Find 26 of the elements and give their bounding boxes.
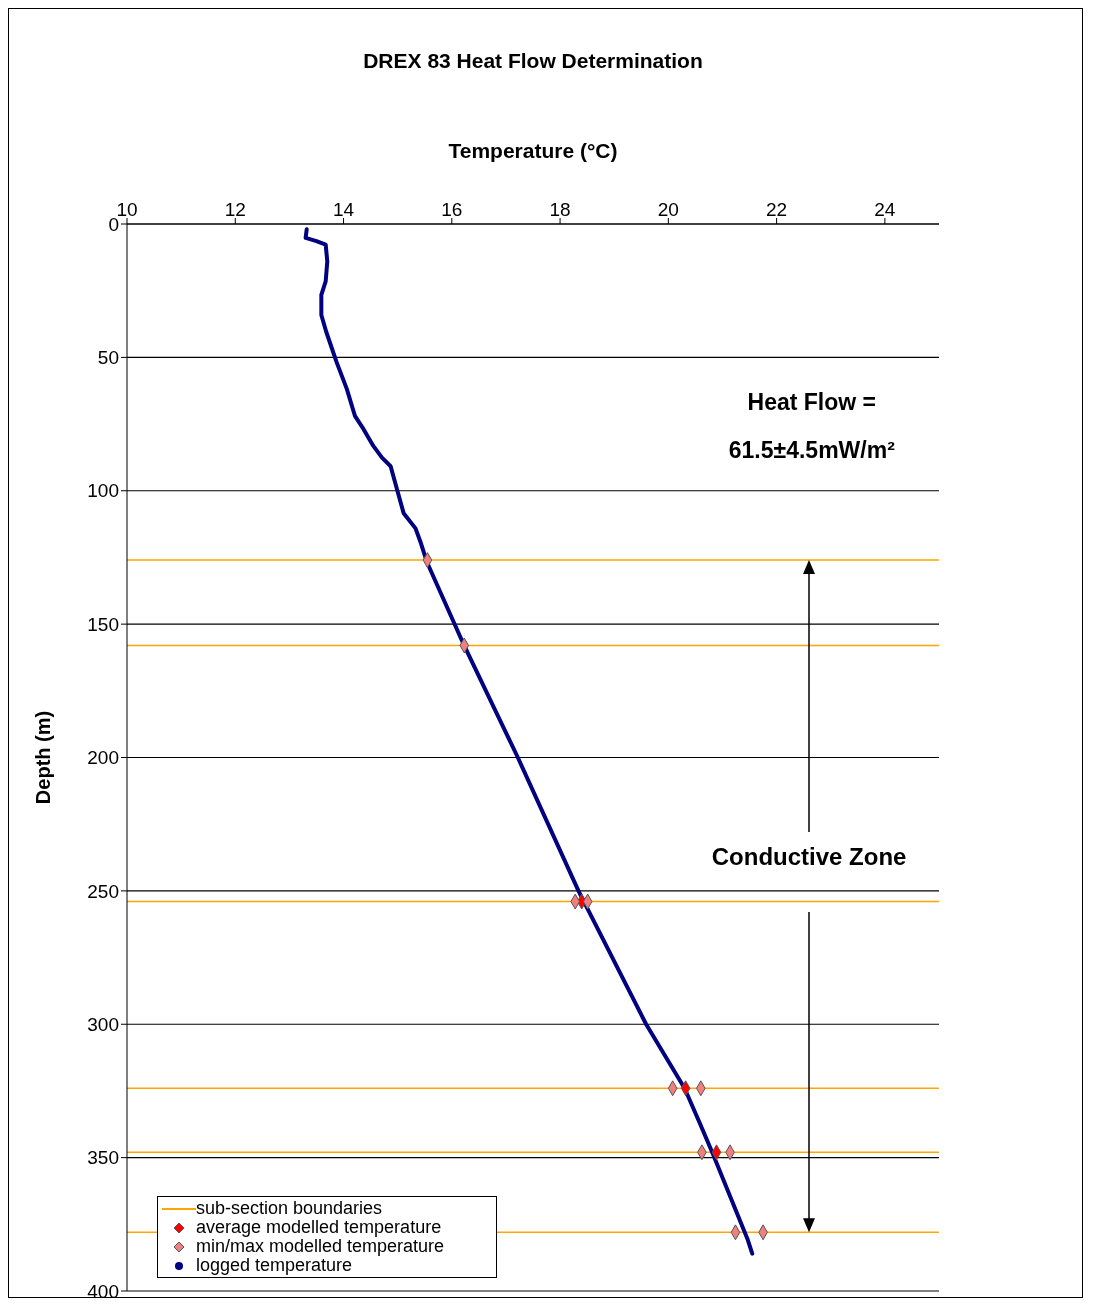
legend-label: sub-section boundaries [195,1198,384,1218]
x-tick-label: 22 [766,199,788,220]
annotation: Conductive Zone [710,842,908,871]
x-tick-label: 24 [874,199,896,220]
y-tick-label: 150 [87,613,119,635]
x-tick-label: 10 [116,199,138,220]
y-tick-label: 100 [87,480,119,502]
x-tick-label: 16 [441,199,463,220]
x-axis-title: Temperature (°C) [447,139,619,163]
x-tick-label: 12 [224,199,246,220]
y-tick-label: 350 [87,1147,119,1169]
y-tick-label: 0 [108,213,119,235]
x-tick-label: 20 [657,199,679,220]
y-axis-title: Depth (m) [32,710,55,805]
x-tick-label: 18 [549,199,571,220]
legend-label: min/max modelled temperature [195,1236,446,1256]
y-tick-label: 300 [87,1013,119,1035]
annotation: 61.5±4.5mW/m² [727,437,896,465]
y-tick-label: 250 [87,880,119,902]
y-tick-label: 50 [97,347,119,369]
y-tick-label: 200 [87,747,119,769]
legend-label: average modelled temperature [195,1217,443,1237]
x-tick-label: 14 [332,199,355,220]
annotation: Heat Flow = [746,389,877,417]
chart-title: DREX 83 Heat Flow Determination [362,49,704,73]
legend-label: logged temperature [195,1255,353,1275]
